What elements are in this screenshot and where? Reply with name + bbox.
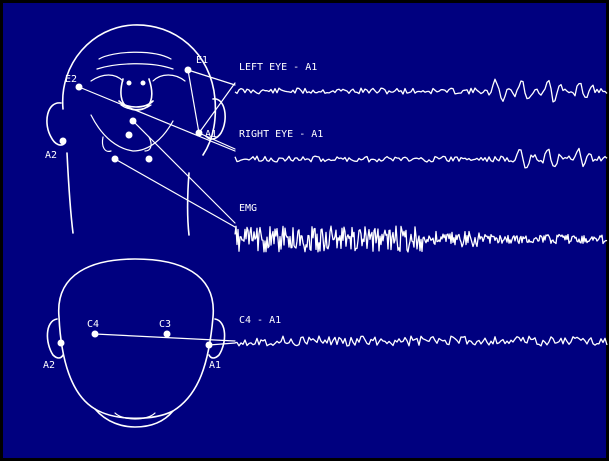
trace-right-eye (234, 147, 608, 169)
channel-label-c4-a1: C4 - A1 (239, 315, 281, 326)
trace-c4-a1 (234, 335, 608, 347)
label-c4: C4 (87, 319, 99, 330)
label-c3: C3 (159, 319, 171, 330)
trace-emg (234, 225, 608, 253)
label-a2-scalp: A2 (43, 360, 55, 371)
label-a2-face: A2 (45, 150, 57, 161)
label-e1: E1 (196, 55, 208, 66)
trace-left-eye (234, 78, 608, 103)
label-a1-scalp: A1 (209, 360, 221, 371)
face-front-icon (46, 24, 226, 236)
channel-label-left-eye: LEFT EYE - A1 (239, 62, 317, 73)
head-top-icon (46, 258, 226, 428)
label-a1-face: A1 (205, 129, 217, 140)
label-e2: E2 (65, 74, 77, 85)
channel-label-emg: EMG (239, 203, 257, 214)
derivation-lines (78, 69, 236, 346)
channel-label-right-eye: RIGHT EYE - A1 (239, 129, 323, 140)
